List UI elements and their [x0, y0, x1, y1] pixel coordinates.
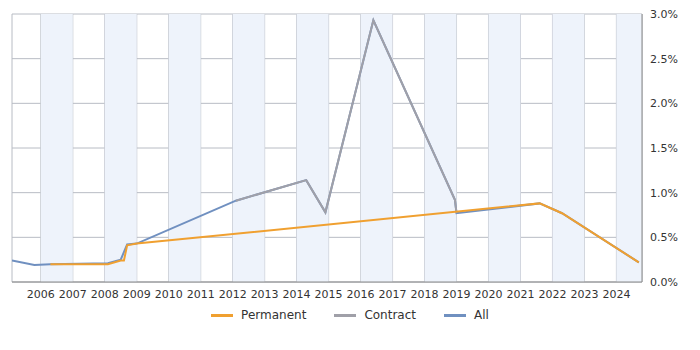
svg-text:2012: 2012 [219, 288, 247, 301]
svg-text:2010: 2010 [155, 288, 183, 301]
svg-text:0.5%: 0.5% [650, 231, 678, 244]
svg-text:2021: 2021 [506, 288, 534, 301]
svg-text:2011: 2011 [187, 288, 215, 301]
svg-text:2017: 2017 [379, 288, 407, 301]
svg-text:2016: 2016 [347, 288, 375, 301]
svg-text:2023: 2023 [570, 288, 598, 301]
svg-text:2022: 2022 [538, 288, 566, 301]
html-text:All: All [474, 308, 489, 322]
svg-text:2.5%: 2.5% [650, 53, 678, 66]
svg-text:1.5%: 1.5% [650, 142, 678, 155]
html-text:Contract: Contract [364, 308, 416, 322]
svg-text:2019: 2019 [443, 288, 471, 301]
svg-text:0.0%: 0.0% [650, 276, 678, 289]
svg-text:2020: 2020 [474, 288, 502, 301]
svg-text:2015: 2015 [315, 288, 343, 301]
html-text:Permanent: Permanent [241, 308, 307, 322]
svg-text:2009: 2009 [123, 288, 151, 301]
svg-text:1.0%: 1.0% [650, 187, 678, 200]
svg-text:3.0%: 3.0% [650, 8, 678, 21]
svg-text:2018: 2018 [411, 288, 439, 301]
svg-text:2014: 2014 [283, 288, 311, 301]
svg-text:2.0%: 2.0% [650, 97, 678, 110]
svg-text:2006: 2006 [27, 288, 55, 301]
svg-text:2013: 2013 [251, 288, 279, 301]
svg-text:2007: 2007 [59, 288, 87, 301]
svg-text:2024: 2024 [602, 288, 630, 301]
svg-text:2008: 2008 [91, 288, 119, 301]
